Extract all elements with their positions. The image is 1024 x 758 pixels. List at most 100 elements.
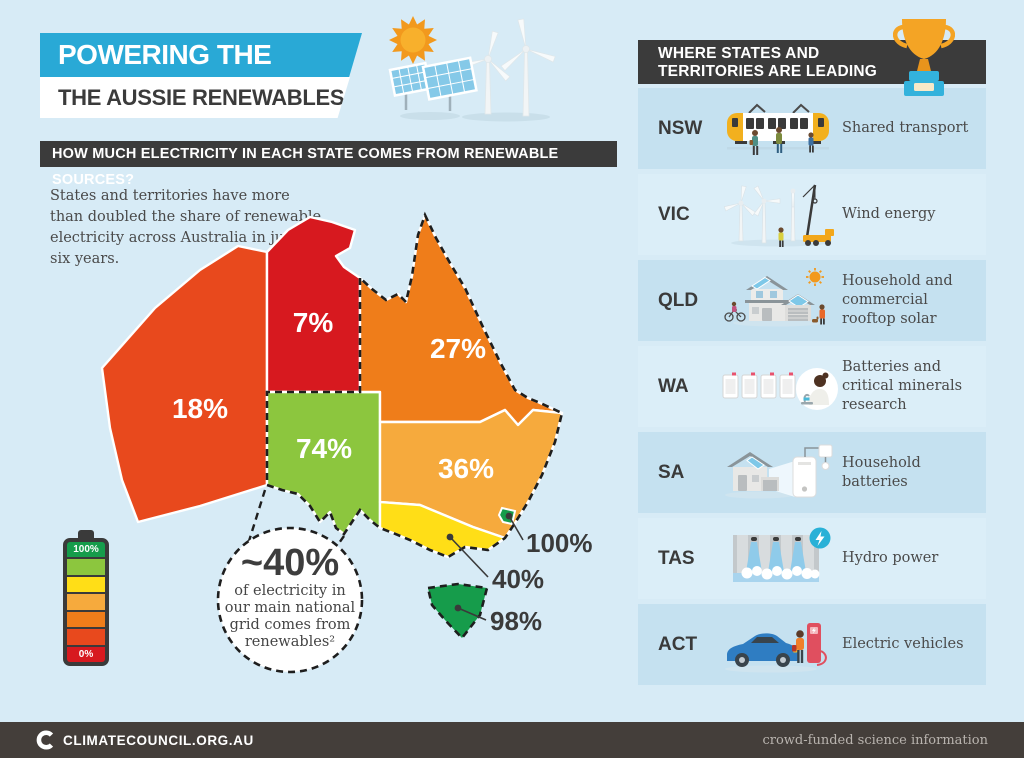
- leaderboard-title-line2: TERRITORIES ARE LEADING: [658, 63, 878, 80]
- leading-category-label: Wind energy: [842, 206, 936, 222]
- sa-value-label: 74%: [296, 433, 352, 464]
- sun-icon: [389, 16, 437, 64]
- wind-turbine-icon: [459, 18, 556, 117]
- vic-leader-dot: [446, 533, 454, 541]
- wind-turbine-crane-icon: [716, 179, 842, 251]
- callout-connector-left: [247, 489, 267, 542]
- climate-council-logo-icon: [36, 730, 54, 750]
- hydro-dam-icon: [716, 523, 842, 595]
- state-code: SA: [658, 461, 685, 483]
- battery-research-icon: [716, 351, 842, 423]
- tas-value-label: 98%: [490, 606, 542, 636]
- qld-value-label: 27%: [430, 333, 486, 364]
- leading-category-label: Household and commercial rooftop solar: [842, 273, 953, 327]
- legend-min-segment: 0%: [67, 646, 105, 662]
- leaderboard-row-qld: QLD: [638, 260, 986, 341]
- national-grid-callout: [216, 526, 364, 674]
- passenger-figures: [749, 126, 814, 155]
- australia-map: ~40% of electricity in our main national…: [100, 211, 593, 674]
- leaderboard-row-wa: WA B: [638, 346, 986, 427]
- legend-segment: [67, 594, 105, 610]
- legend-max-segment: 100%: [67, 542, 105, 558]
- water-jets: [746, 541, 806, 572]
- foam: [741, 565, 820, 579]
- legend-segment: [67, 576, 105, 593]
- brand-url: CLIMATECOUNCIL.ORG.AU: [63, 732, 254, 748]
- leaderboard-row-nsw: NSW: [638, 88, 986, 169]
- legend-segment: [67, 611, 105, 628]
- battery-nub: [78, 530, 94, 538]
- battery-body: 100% 0%: [63, 538, 109, 666]
- map-region-vic: [378, 500, 507, 559]
- main-title-banner: POWERING THE NATION: [40, 33, 362, 77]
- trophy-icon: [893, 19, 955, 96]
- charging-station: [807, 622, 827, 666]
- leading-category-label: Hydro power: [842, 550, 939, 566]
- leaderboard-row-vic: VIC: [638, 174, 986, 255]
- cyclist-figures: [724, 301, 825, 324]
- question-text: HOW MUCH ELECTRICITY IN EACH STATE COMES…: [52, 146, 559, 188]
- nt-value-label: 7%: [293, 307, 334, 338]
- leader-lines: [449, 515, 524, 621]
- crane: [802, 184, 834, 246]
- act-leader-dot: [505, 512, 513, 520]
- leading-category-label: Shared transport: [842, 120, 969, 136]
- driver-figure: [792, 629, 804, 663]
- tram-icon: [716, 93, 842, 165]
- leaderboard-row-sa: SA: [638, 432, 986, 513]
- main-title: POWERING THE NATION: [58, 39, 272, 70]
- callout-line-3: grid comes from: [230, 617, 351, 633]
- wa-value-label: 18%: [172, 393, 228, 424]
- callout-connector-right: [336, 535, 345, 547]
- sun-icon: [806, 267, 824, 286]
- legend-segment: [67, 559, 105, 575]
- callout-line-4: renewables²: [245, 634, 335, 650]
- footer-tagline: crowd-funded science information: [762, 732, 988, 748]
- subtitle: THE AUSSIE RENEWABLES RACE: [58, 85, 345, 151]
- dam-gates: [751, 536, 801, 541]
- turbine-shadow: [462, 112, 550, 122]
- state-code: VIC: [658, 203, 690, 225]
- battery-scale-legend: 100% 0%: [63, 530, 109, 666]
- legend-segment: [67, 629, 105, 645]
- tas-leader-dot: [454, 604, 462, 612]
- tas-dashed-outline: [426, 582, 489, 640]
- intro-text: States and territories have more than do…: [50, 188, 322, 267]
- map-region-wa: [100, 244, 269, 524]
- ev-car: [727, 632, 798, 667]
- leading-category-label: Electric vehicles: [842, 636, 964, 652]
- callout-line-2: our main national: [225, 600, 356, 616]
- lightning-badge: [809, 527, 831, 548]
- house: [727, 451, 779, 491]
- nsw-value-label: 36%: [438, 453, 494, 484]
- climate-council-link[interactable]: CLIMATECOUNCIL.ORG.AU: [36, 730, 254, 750]
- turbines: [723, 185, 796, 243]
- map-region-nt: [265, 215, 362, 394]
- leaderboard-row-tas: TAS: [638, 518, 986, 599]
- act-value-label: 100%: [526, 528, 593, 558]
- leaderboard-row-act: ACT: [638, 604, 986, 685]
- subtitle-banner: THE AUSSIE RENEWABLES RACE: [40, 77, 350, 118]
- leading-category-label: Batteries and critical minerals research: [842, 359, 963, 413]
- state-code: TAS: [658, 547, 695, 569]
- dam-pillars: [737, 534, 814, 573]
- state-code: ACT: [658, 633, 698, 655]
- state-code: NSW: [658, 117, 703, 139]
- researcher-figure: [796, 367, 838, 410]
- header-artwork: [388, 16, 556, 122]
- leaderboard-title-line1: WHERE STATES AND: [658, 45, 820, 62]
- state-code: QLD: [658, 289, 699, 311]
- question-banner: HOW MUCH ELECTRICITY IN EACH STATE COMES…: [40, 141, 617, 188]
- battery-cells: [722, 372, 796, 398]
- national-grid-outline: [265, 211, 564, 559]
- leading-category-label: Household batteries: [842, 454, 921, 490]
- map-region-qld: [358, 213, 564, 427]
- callout-line-1: of electricity in: [234, 583, 345, 599]
- house: [745, 275, 815, 321]
- solar-panel-icon: [388, 56, 478, 111]
- rooftop-solar-icon: [716, 265, 842, 337]
- callout-big-value: ~40%: [241, 542, 339, 584]
- state-code: WA: [658, 375, 689, 397]
- electric-vehicle-icon: [716, 609, 842, 681]
